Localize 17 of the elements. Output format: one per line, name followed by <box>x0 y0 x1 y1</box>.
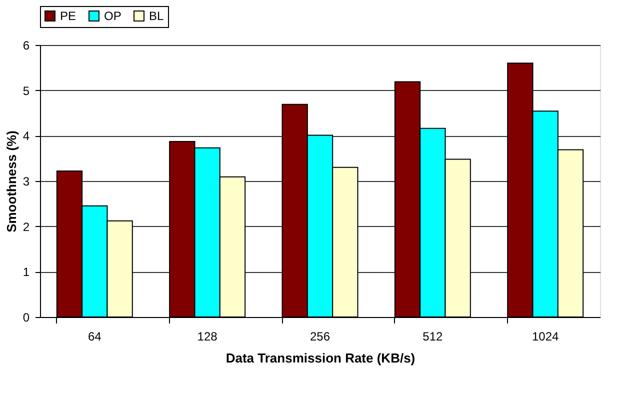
x-tick-label: 256 <box>310 330 330 344</box>
y-tick-label: 4 <box>22 129 30 144</box>
x-tick-label: 512 <box>422 330 444 344</box>
y-tick-label: 2 <box>22 220 30 234</box>
legend-label: OP <box>104 9 122 23</box>
x-tick-label: 64 <box>88 330 102 344</box>
legend-label: PE <box>60 9 76 23</box>
legend-label: BL <box>149 9 164 23</box>
x-tick-label: 1024 <box>532 330 560 344</box>
x-axis-title: Data Transmission Rate (KB/s) <box>226 350 416 366</box>
y-tick-label: 3 <box>22 174 30 188</box>
y-tick-label: 5 <box>22 84 30 98</box>
x-tick-label: 128 <box>197 330 218 344</box>
y-tick-label: 6 <box>22 38 30 52</box>
y-axis-title: Smoothness (%) <box>4 130 19 232</box>
y-tick-label: 0 <box>22 310 30 324</box>
y-tick-label: 1 <box>22 265 30 280</box>
